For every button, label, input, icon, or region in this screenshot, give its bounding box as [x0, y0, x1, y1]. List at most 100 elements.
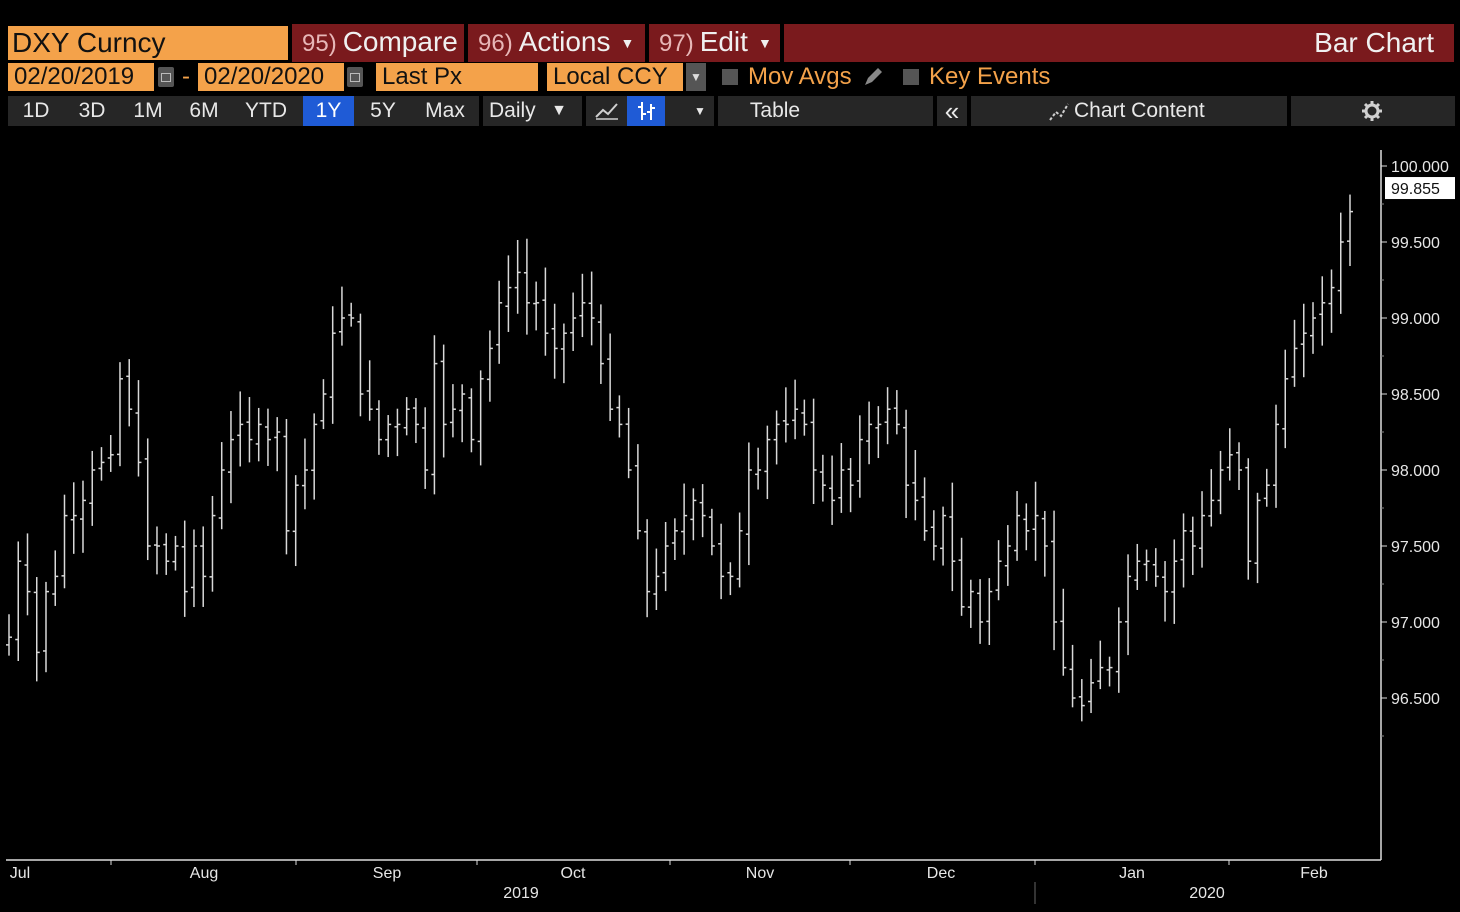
bar-chart-type-button[interactable] — [627, 96, 665, 126]
pencil-icon[interactable] — [862, 66, 884, 88]
ohlc-bar — [551, 303, 558, 379]
y-tick-label: 96.500 — [1391, 691, 1440, 708]
ohlc-bar — [1152, 548, 1159, 587]
ohlc-bar — [1078, 679, 1085, 722]
range-3d[interactable]: 3D — [78, 99, 106, 122]
ohlc-bar — [940, 506, 947, 566]
ohlc-bar — [486, 330, 493, 402]
calendar-icon[interactable] — [158, 67, 174, 87]
y-tick-label: 100.000 — [1391, 159, 1449, 176]
chevron-down-icon[interactable]: ▼ — [551, 102, 567, 119]
field-select[interactable]: Last Px — [376, 63, 538, 91]
ohlc-bar — [662, 522, 669, 592]
ohlc-bar — [986, 578, 993, 646]
ohlc-bar — [1023, 503, 1030, 551]
ohlc-bar — [403, 397, 410, 436]
range-1y[interactable]: 1Y — [303, 96, 354, 126]
month-label-oct: Oct — [561, 865, 586, 882]
ohlc-bar — [163, 533, 170, 575]
end-date-field[interactable]: 02/20/2020 — [198, 63, 344, 91]
actions-label: Actions — [518, 26, 611, 57]
ohlc-bar — [338, 286, 345, 346]
ohlc-bar — [15, 541, 22, 661]
chart-content-button[interactable]: Chart Content — [1074, 99, 1205, 122]
range-1m[interactable]: 1M — [133, 99, 163, 122]
last-price-label: 99.855 — [1391, 181, 1440, 198]
edit-button[interactable]: 97) Edit ▼ — [649, 24, 780, 62]
calendar-icon[interactable] — [347, 67, 363, 87]
chevron-down-icon: ▼ — [620, 35, 635, 51]
ohlc-bar — [1282, 349, 1289, 449]
ohlc-bar — [227, 411, 234, 504]
chevron-down-icon[interactable]: ▼ — [694, 104, 706, 118]
ohlc-bar — [33, 577, 40, 682]
month-label-jan: Jan — [1119, 865, 1145, 882]
ohlc-bar — [884, 387, 891, 445]
mov-avgs-checkbox[interactable] — [722, 69, 738, 85]
ohlc-bar — [1328, 269, 1335, 333]
toolbar-divider — [933, 96, 937, 126]
ohlc-bar — [579, 273, 586, 338]
ohlc-bar — [1014, 491, 1021, 561]
ohlc-bar — [653, 548, 660, 610]
month-label-jul: Jul — [10, 865, 30, 882]
y-tick-label: 99.500 — [1391, 235, 1440, 252]
ohlc-bar — [42, 581, 49, 673]
range-max[interactable]: Max — [425, 99, 465, 122]
key-events-checkbox[interactable] — [903, 69, 919, 85]
month-label-aug: Aug — [190, 865, 218, 882]
ohlc-bar — [570, 292, 577, 352]
ohlc-bar — [995, 540, 1002, 601]
key-events-label: Key Events — [929, 63, 1051, 90]
toolbar — [8, 96, 1455, 126]
ohlc-bar — [699, 484, 706, 538]
ohlc-bar — [755, 447, 762, 490]
ohlc-bar — [782, 387, 789, 443]
ohlc-bar — [144, 438, 151, 561]
chevron-down-icon[interactable]: ▼ — [686, 63, 706, 91]
ohlc-bar — [1226, 428, 1233, 481]
ohlc-bar — [560, 323, 567, 384]
ohlc-bar — [1004, 525, 1011, 586]
price-chart[interactable]: 100.000 99.500 99.000 98.500 98.000 97.500 97.… — [0, 130, 1460, 912]
table-button[interactable]: Table — [749, 99, 801, 122]
last-price-marker: 99.855 — [1385, 177, 1455, 200]
ohlc-bar — [875, 406, 882, 459]
ohlc-bar — [274, 417, 281, 472]
ohlc-bar — [357, 313, 364, 417]
ohlc-bar — [1319, 276, 1326, 346]
gear-icon[interactable] — [1361, 100, 1383, 122]
ohlc-bar — [634, 444, 641, 540]
range-1d[interactable]: 1D — [22, 99, 50, 122]
y-tick-label: 98.500 — [1391, 387, 1440, 404]
security-field[interactable]: DXY Curncy — [8, 26, 288, 60]
ohlc-bar — [921, 477, 928, 541]
frequency-select[interactable]: Daily — [489, 99, 536, 122]
ohlc-bar — [930, 510, 937, 561]
compare-button[interactable]: 95) Compare — [292, 24, 464, 62]
currency-select[interactable]: Local CCY — [547, 63, 683, 91]
ohlc-bar — [607, 333, 614, 422]
ohlc-bar — [52, 550, 59, 606]
ohlc-bar — [301, 438, 308, 510]
ohlc-bar — [505, 255, 512, 332]
range-5y[interactable]: 5Y — [370, 99, 396, 122]
line-chart-icon[interactable] — [594, 101, 620, 121]
ohlc-bar — [412, 398, 419, 444]
collapse-icon[interactable]: « — [944, 96, 960, 126]
ohlc-bar — [523, 238, 530, 335]
ohlc-bar — [1310, 302, 1317, 354]
ohlc-bar — [246, 397, 253, 463]
ohlc-bar — [949, 482, 956, 592]
range-ytd[interactable]: YTD — [245, 99, 287, 122]
ohlc-bar — [644, 519, 651, 618]
start-date-field[interactable]: 02/20/2019 — [8, 63, 154, 91]
actions-button[interactable]: 96) Actions ▼ — [468, 24, 645, 62]
edit-number: 97) — [659, 30, 694, 57]
ohlc-bars — [6, 194, 1353, 722]
y-tick-label: 99.000 — [1391, 311, 1440, 328]
month-label-feb: Feb — [1300, 865, 1328, 882]
range-6m[interactable]: 6M — [189, 99, 219, 122]
compare-label: Compare — [342, 26, 458, 57]
ohlc-bar — [107, 435, 114, 472]
